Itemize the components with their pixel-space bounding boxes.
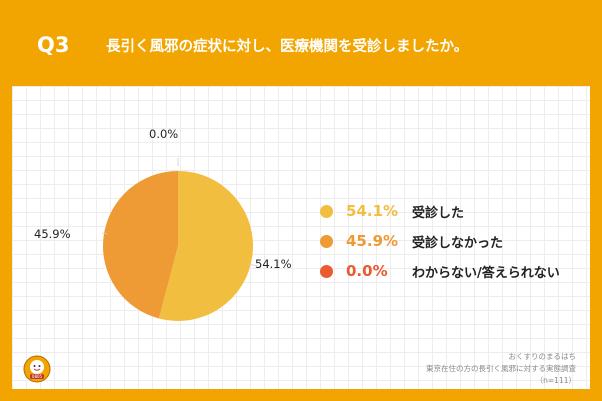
source-note: おくすりのまるはち 東京在住の方の長引く風邪に対する実態調査 （n=111） — [426, 351, 576, 387]
legend-label: 受診しなかった — [412, 235, 504, 251]
source-survey: 東京在住の方の長引く風邪に対する実態調査 — [426, 364, 576, 373]
pie-data-label-jushin: 54.1% — [255, 257, 292, 271]
logo-text: 0805 — [32, 374, 43, 379]
pie-slice-jushin — [158, 171, 253, 321]
header: Q3 長引く風邪の症状に対し、医療機関を受診しましたか。 — [0, 0, 602, 86]
question-title: 長引く風邪の症状に対し、医療機関を受診しましたか。 — [106, 39, 469, 55]
legend-swatch — [320, 204, 333, 218]
legend-item-unknown: 0.0% わからない/答えられない — [320, 256, 560, 286]
legend-swatch — [320, 264, 333, 278]
pie-data-label-mijushin: 45.9% — [34, 227, 71, 241]
legend-value: 0.0% — [346, 262, 388, 280]
legend-item-jushin: 54.1% 受診した — [320, 196, 560, 226]
legend-swatch — [320, 234, 333, 248]
source-sample: （n=111） — [535, 376, 576, 385]
chart-panel: 54.1% 45.9% 0.0% 54.1% 受診した 45.9% 受診しなかっ… — [12, 86, 590, 389]
pie-chart — [101, 158, 259, 321]
legend-label: わからない/答えられない — [412, 265, 560, 281]
leader-line — [247, 263, 259, 267]
legend-item-mijushin: 45.9% 受診しなかった — [320, 226, 560, 256]
legend-value: 54.1% — [346, 202, 399, 220]
legend-value: 45.9% — [346, 232, 399, 250]
pie-slice-mijushin — [102, 171, 178, 319]
source-brand: おくすりのまるはち — [508, 352, 577, 361]
pharmacy-mascot-logo: 0805 — [23, 355, 51, 383]
pie-data-label-unknown: 0.0% — [149, 127, 179, 141]
leader-line — [101, 232, 109, 235]
question-number: Q3 — [37, 33, 70, 57]
legend: 54.1% 受診した 45.9% 受診しなかった 0.0% わからない/答えられ… — [320, 196, 560, 286]
legend-label: 受診した — [412, 205, 465, 221]
